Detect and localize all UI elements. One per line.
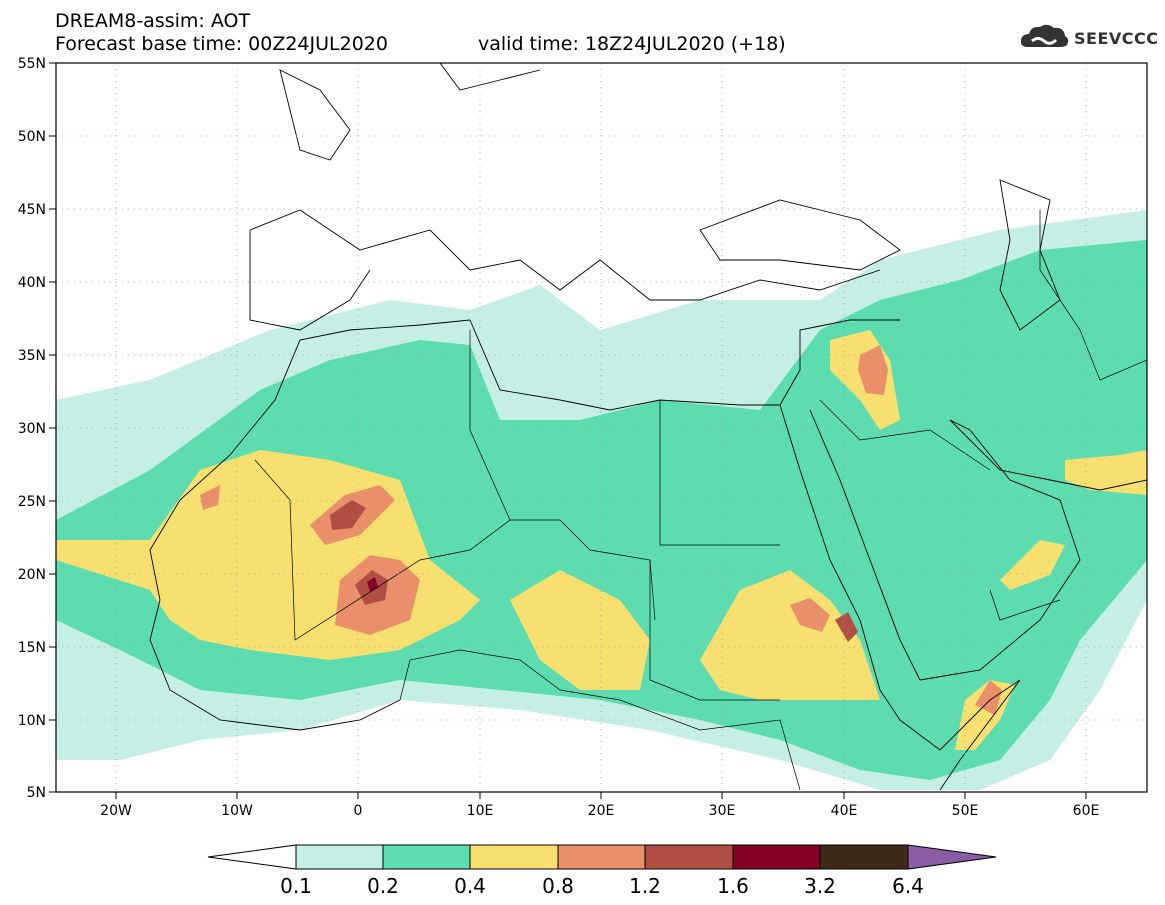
coastline-iberia: [249, 230, 371, 331]
border-central-africa: [559, 689, 801, 791]
lat-label: 50N: [18, 129, 46, 145]
lat-label: 40N: [18, 275, 46, 291]
aot-band-0-4-arabia: [1000, 540, 1065, 590]
lon-label: 40E: [831, 803, 858, 819]
lat-label: 30N: [18, 421, 46, 437]
lat-label: 35N: [18, 348, 46, 364]
lon-label: 20W: [100, 803, 132, 819]
aot-band-1-2: [330, 500, 366, 530]
border-mali-algeria: [254, 459, 656, 641]
lon-label: 10W: [221, 803, 253, 819]
coastline-british-isles: [279, 69, 351, 161]
colorbar-segment-2: [382, 844, 471, 870]
colorbar-arrow-high: [907, 844, 997, 870]
lat-label: 45N: [18, 202, 46, 218]
border-algeria-libya: [469, 330, 511, 521]
colorbar-label: 1.6: [717, 874, 749, 898]
lon-label: 30E: [709, 803, 736, 819]
aot-band-1-2-c: [835, 612, 858, 642]
colorbar-segment-6: [732, 844, 821, 870]
border-egypt-libya: [659, 400, 780, 546]
lon-label: 60E: [1073, 803, 1100, 819]
coastline-scandinavia: [439, 63, 541, 91]
colorbar-label: 1.2: [629, 874, 661, 898]
aot-band-0-4-central: [510, 570, 650, 690]
aot-band-0-4-somalia: [955, 680, 1015, 750]
coastline-caspian: [999, 179, 1061, 331]
logo-text: SEEVCCC: [1074, 28, 1159, 48]
aot-band-0-4-east: [700, 570, 880, 700]
lon-label: 20E: [588, 803, 615, 819]
aot-band-0-8-c: [858, 345, 888, 395]
coastline-north-africa: [469, 319, 801, 411]
colorbar-segment-1: [295, 844, 384, 870]
colorbar-label: 0.1: [280, 874, 312, 898]
border-iran: [1039, 210, 1147, 381]
lat-label: 55N: [18, 56, 46, 72]
aot-band-0-4-gulf: [1065, 450, 1147, 495]
coastline-arabia: [919, 419, 1081, 681]
colorbar-segment-5: [644, 844, 734, 870]
seevccc-logo: SEEVCCC: [1018, 22, 1159, 54]
coastline-horn-africa: [939, 679, 1021, 791]
lat-label: 25N: [18, 494, 46, 510]
coastline-europe: [249, 209, 881, 301]
map-title: DREAM8-assim: AOT: [55, 10, 251, 32]
coastline-nw-africa: [149, 319, 471, 551]
lon-labels: 20W 10W 0 10E 20E 30E 40E 50E 60E: [100, 803, 1099, 819]
colorbar-label: 6.4: [892, 874, 924, 898]
border-yemen-oman: [989, 589, 1061, 621]
forecast-base-time: Forecast base time: 00Z24JUL2020: [55, 33, 388, 55]
lat-label: 10N: [18, 713, 46, 729]
coastline-black-sea: [699, 199, 901, 271]
aot-field: [56, 210, 1147, 790]
lon-label: 50E: [952, 803, 979, 819]
border-nigeria: [399, 649, 561, 701]
border-iraq-saudi: [819, 399, 991, 471]
lat-labels: 55N 50N 45N 40N 35N 30N 25N 20N 15N 10N …: [18, 56, 46, 801]
coastlines: [149, 63, 1147, 791]
lon-label: 0: [354, 803, 363, 819]
aot-band-0-8-f: [200, 485, 220, 510]
colorbar-segment-4: [557, 844, 646, 870]
tick-marks: [49, 62, 1087, 799]
coastline-red-sea-east: [809, 409, 921, 681]
aot-band-0-8-e: [975, 680, 1002, 715]
coastline-red-sea-west: [779, 404, 941, 751]
coastline-levant: [799, 319, 900, 370]
borders: [254, 210, 1147, 791]
colorbar: [207, 844, 997, 870]
coastline-west-africa: [149, 549, 401, 731]
colorbar-segment-7: [819, 844, 909, 870]
colorbar-arrow-low: [207, 844, 297, 870]
lat-label: 15N: [18, 640, 46, 656]
colorbar-label: 0.4: [454, 874, 486, 898]
colorbar-label: 0.8: [542, 874, 574, 898]
coastline-persian-gulf: [949, 419, 1147, 491]
colorbar-labels: 0.1 0.2 0.4 0.8 1.2 1.6 3.2 6.4: [280, 874, 924, 898]
lat-label: 5N: [27, 785, 46, 801]
lat-label: 20N: [18, 567, 46, 583]
valid-time: valid time: 18Z24JUL2020 (+18): [478, 33, 786, 55]
colorbar-label: 3.2: [804, 874, 836, 898]
lon-label: 10E: [467, 803, 494, 819]
cloud-icon: [1018, 21, 1070, 55]
aot-band-0-8-d: [790, 598, 830, 632]
colorbar-segment-3: [469, 844, 559, 870]
colorbar-label: 0.2: [367, 874, 399, 898]
border-chad-sudan: [649, 560, 780, 701]
